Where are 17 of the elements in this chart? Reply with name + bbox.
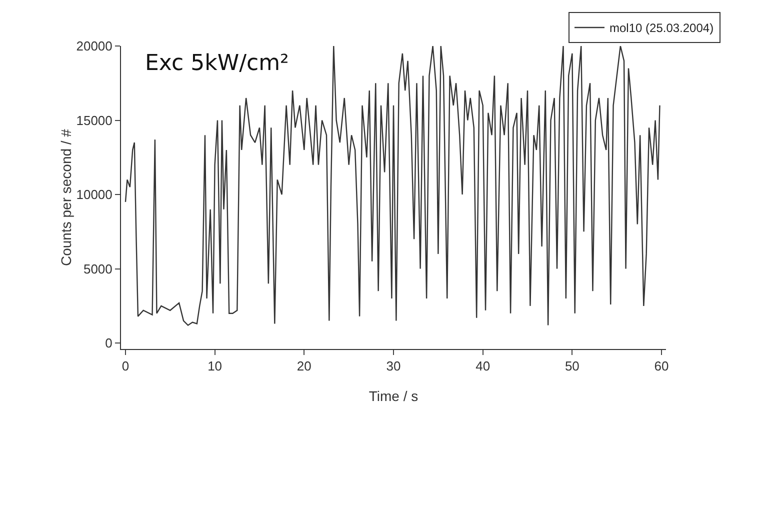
x-tick-label: 20 (296, 358, 312, 374)
y-axis-title: Counts per second / # (58, 128, 74, 266)
x-tick-label: 60 (654, 358, 669, 374)
line-series (124, 46, 660, 326)
y-tick-label: 10000 (76, 187, 112, 202)
y-tick-label: 15000 (76, 112, 112, 128)
y-tick-label: 20000 (76, 38, 112, 54)
y-tick-label: 5000 (83, 261, 112, 276)
annotation: Exc 5kW/cm² (145, 51, 289, 76)
x-tick-label: 50 (564, 358, 580, 374)
x-tick-label: 0 (122, 358, 130, 374)
x-tick-label: 30 (386, 358, 401, 374)
y-tick-label: 0 (105, 336, 112, 351)
x-tick-label: 10 (208, 358, 222, 374)
x-axis-title: Time / s (368, 388, 418, 404)
x-tick-label: 40 (476, 358, 490, 374)
legend-label: mol10 (25.03.2004) (610, 21, 714, 36)
